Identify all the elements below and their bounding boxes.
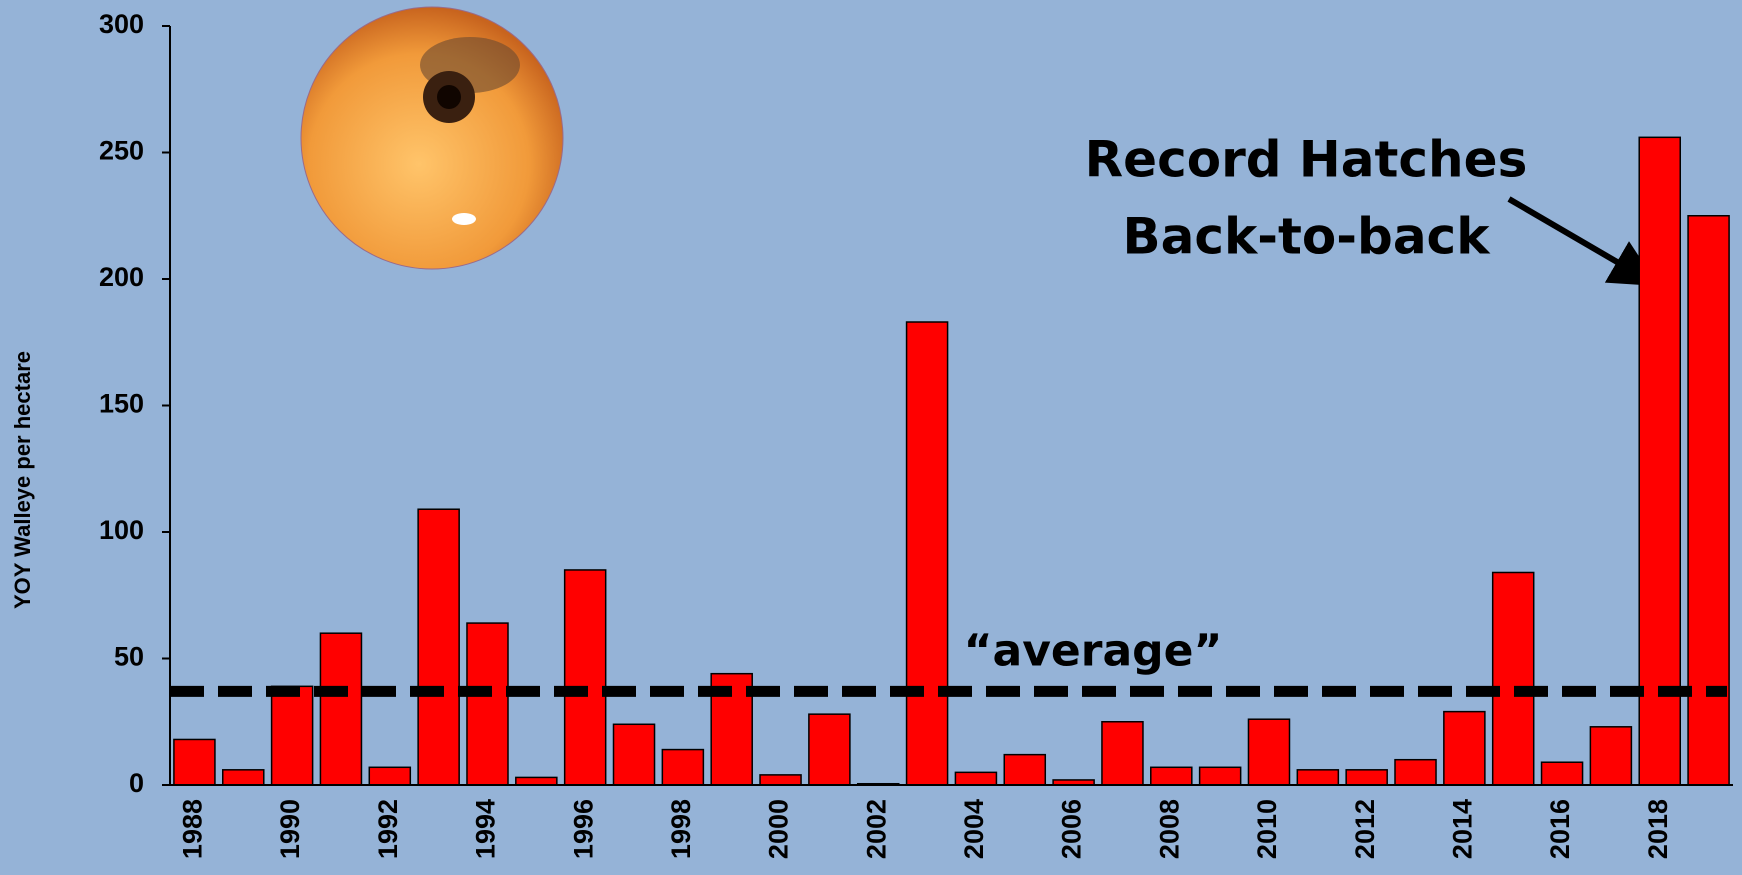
- annotation-arrow: [1507, 196, 1659, 287]
- bar: [270, 685, 314, 786]
- bar: [466, 622, 509, 786]
- bar: [1589, 726, 1633, 786]
- bar: [1394, 758, 1437, 786]
- y-tick-label: 250: [99, 136, 144, 166]
- annotation: Back-to-back: [1123, 208, 1492, 266]
- bar: [1101, 721, 1144, 786]
- x-tick-label: 2004: [959, 799, 989, 859]
- bar: [1296, 769, 1340, 786]
- y-tick-label: 0: [129, 768, 144, 798]
- x-tick-label: 1992: [373, 799, 403, 859]
- bar: [173, 738, 216, 786]
- x-tick-label: 2000: [764, 799, 794, 859]
- egg-image: [300, 6, 564, 270]
- x-tick-label: 2002: [861, 799, 891, 859]
- bar: [222, 769, 265, 786]
- x-tick-label: 1990: [275, 799, 305, 859]
- average-label: “average”: [964, 625, 1223, 676]
- y-tick-label: 50: [114, 642, 144, 672]
- bar: [612, 723, 656, 786]
- y-tick-label: 100: [99, 515, 144, 545]
- bar: [417, 508, 460, 786]
- bar: [1003, 753, 1047, 786]
- x-tick-label: 1994: [471, 799, 501, 859]
- bar: [1198, 766, 1242, 786]
- bar: [368, 766, 412, 786]
- bar: [515, 776, 558, 786]
- bar: [1638, 136, 1681, 786]
- bar: [905, 321, 949, 786]
- bar: [759, 774, 802, 786]
- x-tick-label: 1988: [178, 799, 208, 859]
- bar: [1540, 761, 1584, 786]
- bar: [1491, 571, 1535, 786]
- y-tick-label: 300: [99, 9, 144, 39]
- y-axis-title: YOY Walleye per hectare: [10, 351, 35, 609]
- bar: [1345, 769, 1388, 786]
- x-tick-label: 2012: [1350, 799, 1380, 859]
- bar: [661, 748, 705, 786]
- x-tick-label: 2010: [1252, 799, 1282, 859]
- bar: [808, 713, 851, 786]
- bar: [319, 632, 363, 786]
- bar: [563, 569, 607, 786]
- y-tick-label: 200: [99, 262, 144, 292]
- x-tick-label: 2016: [1545, 799, 1575, 859]
- x-tick-label: 2006: [1057, 799, 1087, 859]
- x-tick-label: 2008: [1154, 799, 1184, 859]
- x-tick-label: 1998: [666, 799, 696, 859]
- annotation: Record Hatches: [1085, 131, 1528, 189]
- bar: [1687, 215, 1730, 786]
- bar: [1150, 766, 1193, 786]
- bar: [1443, 710, 1486, 786]
- x-tick-label: 2014: [1447, 799, 1477, 859]
- bar: [954, 771, 998, 786]
- x-tick-label: 2018: [1643, 799, 1673, 859]
- x-tick-label: 1996: [568, 799, 598, 859]
- bar: [1247, 718, 1291, 786]
- y-tick-label: 150: [99, 389, 144, 419]
